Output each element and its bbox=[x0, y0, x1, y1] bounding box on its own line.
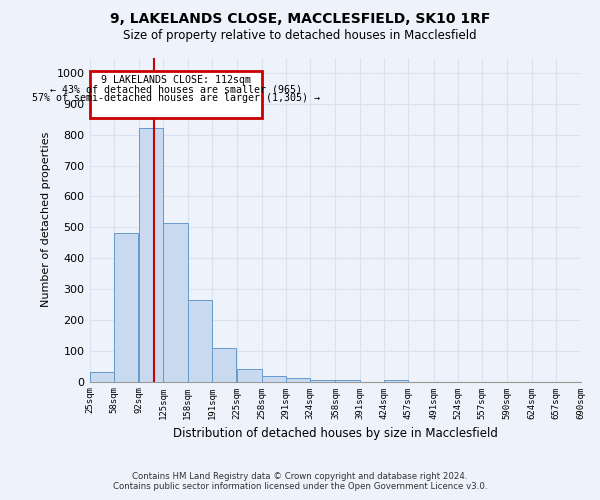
Bar bbox=[335, 380, 360, 382]
Bar bbox=[237, 369, 262, 382]
Text: Contains HM Land Registry data © Crown copyright and database right 2024.
Contai: Contains HM Land Registry data © Crown c… bbox=[113, 472, 487, 491]
Bar bbox=[310, 380, 335, 382]
Y-axis label: Number of detached properties: Number of detached properties bbox=[41, 132, 51, 307]
Bar bbox=[114, 234, 138, 382]
Bar bbox=[262, 376, 286, 382]
Text: ← 43% of detached houses are smaller (965): ← 43% of detached houses are smaller (96… bbox=[50, 84, 302, 94]
Text: 9, LAKELANDS CLOSE, MACCLESFIELD, SK10 1RF: 9, LAKELANDS CLOSE, MACCLESFIELD, SK10 1… bbox=[110, 12, 490, 26]
Bar bbox=[188, 300, 212, 382]
Text: 57% of semi-detached houses are larger (1,305) →: 57% of semi-detached houses are larger (… bbox=[32, 93, 320, 103]
Bar bbox=[163, 222, 188, 382]
FancyBboxPatch shape bbox=[89, 72, 262, 118]
Bar bbox=[139, 128, 163, 382]
Bar bbox=[384, 380, 409, 382]
Text: 9 LAKELANDS CLOSE: 112sqm: 9 LAKELANDS CLOSE: 112sqm bbox=[101, 75, 251, 85]
Bar bbox=[286, 378, 310, 382]
X-axis label: Distribution of detached houses by size in Macclesfield: Distribution of detached houses by size … bbox=[173, 427, 497, 440]
Bar bbox=[89, 372, 114, 382]
Text: Size of property relative to detached houses in Macclesfield: Size of property relative to detached ho… bbox=[123, 29, 477, 42]
Bar bbox=[212, 348, 236, 382]
